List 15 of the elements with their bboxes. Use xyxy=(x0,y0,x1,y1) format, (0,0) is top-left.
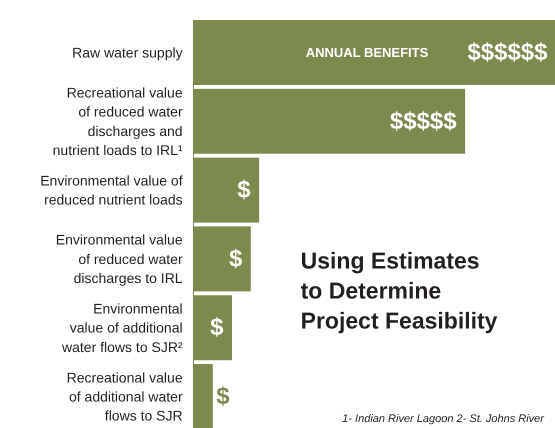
y-tick-label: Environmental value of reduced water discharges to IRL xyxy=(56,232,183,286)
annotation: $ xyxy=(216,383,230,410)
y-tick-label: Recreational value of additional water flows to SJR xyxy=(66,369,183,424)
annotation: $ xyxy=(228,245,243,272)
y-tick-label: Raw water supply xyxy=(72,44,183,61)
y-tick-label: Recreational value of reduced water discharges and nutrient loads to IRL¹ xyxy=(52,84,183,158)
annotation: $ xyxy=(237,176,252,204)
y-tick-label: Environmental value of reduced nutrient loads xyxy=(40,172,183,208)
annotation: 1- Indian River Lagoon 2- St. Johns River xyxy=(342,413,546,426)
text: Using Estimates to Determine Project Feasibility xyxy=(300,248,498,334)
annotation: $ xyxy=(210,314,224,342)
annotation: ANNUAL BENEFITS xyxy=(306,45,429,60)
y-tick-label: Environmental value of additional water flows to SJR² xyxy=(61,300,183,355)
annotation: $$$$$ xyxy=(390,108,458,135)
annotation: $$$$$$ xyxy=(467,39,548,66)
